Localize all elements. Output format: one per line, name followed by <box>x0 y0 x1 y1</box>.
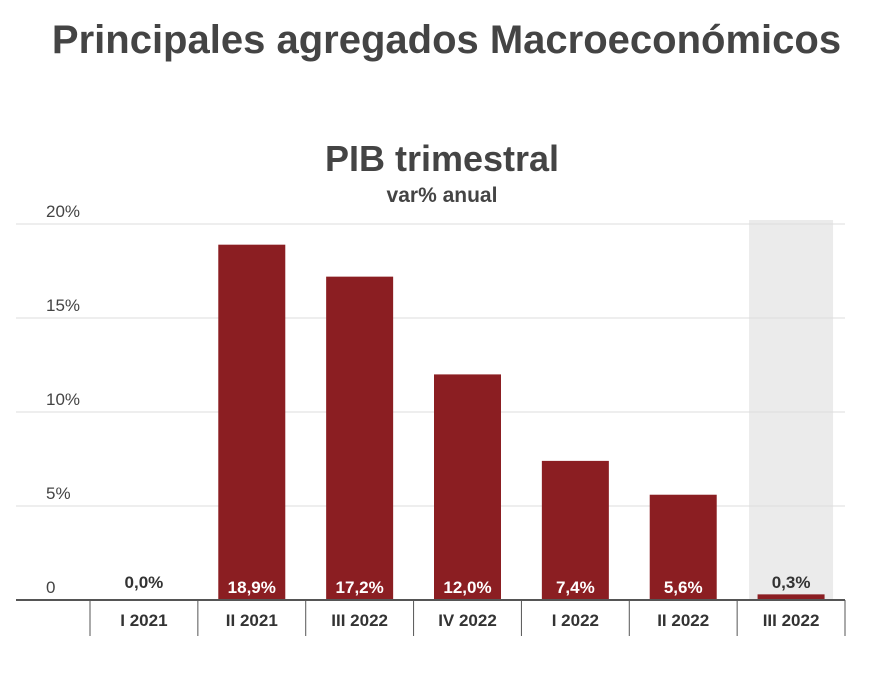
y-tick-label: 15% <box>46 296 80 315</box>
x-tick-label: II 2021 <box>226 611 278 630</box>
y-tick-label: 10% <box>46 390 80 409</box>
bar <box>218 244 286 600</box>
bar <box>541 460 609 600</box>
page-title: Principales agregados Macroeconómicos <box>51 18 842 62</box>
data-label: 5,6% <box>664 578 703 597</box>
y-tick-label: 20% <box>46 202 80 221</box>
bar <box>757 594 825 600</box>
data-label: 0,3% <box>772 573 811 592</box>
bar <box>326 276 394 600</box>
data-label: 0,0% <box>125 573 164 592</box>
data-label: 7,4% <box>556 578 595 597</box>
x-tick-label: IV 2022 <box>438 611 497 630</box>
data-label: 18,9% <box>228 578 276 597</box>
bar <box>649 494 717 600</box>
chart-subtitle: var% anual <box>386 184 498 207</box>
bar <box>434 374 501 600</box>
x-tick-label: II 2022 <box>657 611 709 630</box>
data-label: 12,0% <box>443 578 491 597</box>
y-tick-label: 0 <box>46 578 55 597</box>
x-tick-label: III 2022 <box>763 611 820 630</box>
x-tick-label: I 2022 <box>552 611 599 630</box>
chart-title: PIB trimestral <box>324 138 560 179</box>
highlight-band <box>749 220 834 600</box>
x-tick-label: I 2021 <box>120 611 167 630</box>
y-tick-label: 5% <box>46 484 71 503</box>
data-label: 17,2% <box>336 578 384 597</box>
x-tick-label: III 2022 <box>331 611 388 630</box>
